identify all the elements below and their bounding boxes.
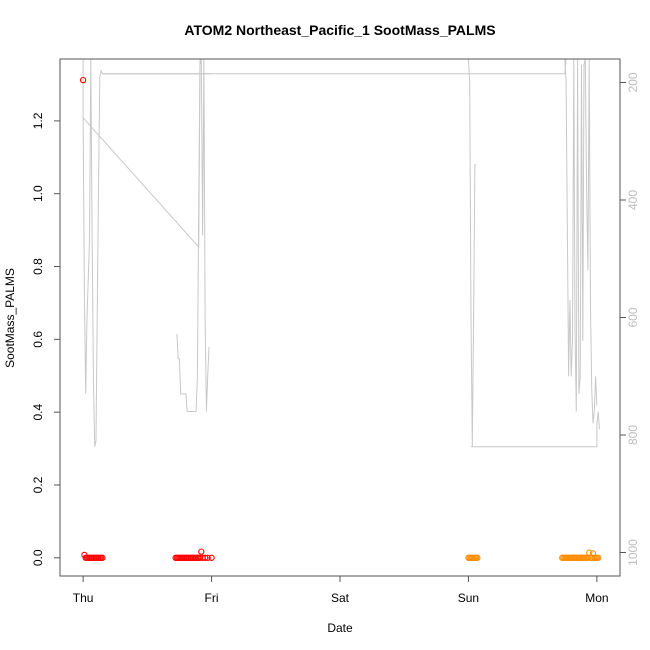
data-point-s0-15 bbox=[99, 554, 106, 561]
data-point-s0-0 bbox=[79, 76, 87, 84]
pressure-line-segment-6 bbox=[564, 58, 598, 424]
y2-tick-label-3: 800 bbox=[626, 425, 640, 445]
data-point-s0-39 bbox=[204, 554, 211, 561]
y2-tick-label-1: 400 bbox=[626, 190, 640, 210]
x-tick-label-1: Fri bbox=[205, 591, 219, 605]
x-axis: Thu Fri Sat Sun Mon bbox=[73, 575, 609, 605]
points-layer bbox=[79, 76, 602, 561]
y-tick-label-4: 0.8 bbox=[31, 258, 45, 275]
y-tick-label-6: 1.2 bbox=[31, 112, 45, 129]
pressure-line-segment-0 bbox=[82, 58, 212, 447]
y-tick-label-0: 0.0 bbox=[31, 549, 45, 566]
data-point-s0-36 bbox=[198, 548, 205, 555]
chart-title: ATOM2 Northeast_Pacific_1 SootMass_PALMS bbox=[184, 22, 495, 38]
y-tick-label-5: 1.0 bbox=[31, 185, 45, 202]
y2-axis: 200 400 600 800 1000 bbox=[619, 72, 640, 566]
y2-tick-label-0: 200 bbox=[626, 72, 640, 92]
x-tick-label-2: Sat bbox=[331, 591, 350, 605]
y-tick-label-3: 0.6 bbox=[31, 331, 45, 348]
pressure-line-layer bbox=[82, 58, 600, 448]
data-point-s0-40 bbox=[208, 554, 215, 561]
y2-tick-label-4: 1000 bbox=[626, 539, 640, 566]
data-point-s1-7 bbox=[474, 554, 481, 561]
data-point-s0-38 bbox=[201, 554, 209, 561]
pressure-line-segment-2 bbox=[176, 58, 201, 412]
y-axis: 0.0 0.2 0.4 0.6 0.8 1.0 1.2 bbox=[31, 112, 61, 566]
pressure-line-segment-5 bbox=[471, 411, 600, 448]
pressure-line-segment-4 bbox=[467, 58, 477, 447]
x-axis-label: Date bbox=[327, 621, 353, 635]
y-tick-label-2: 0.4 bbox=[31, 403, 45, 420]
y-axis-label: SootMass_PALMS bbox=[3, 268, 17, 368]
y2-tick-label-2: 600 bbox=[626, 307, 640, 327]
plot-frame bbox=[59, 58, 621, 577]
x-tick-label-4: Mon bbox=[585, 591, 608, 605]
x-tick-label-3: Sun bbox=[458, 591, 479, 605]
y-tick-label-1: 0.2 bbox=[31, 476, 45, 493]
x-tick-label-0: Thu bbox=[73, 591, 94, 605]
pressure-line-segment-3 bbox=[102, 58, 567, 75]
pressure-line-segment-1 bbox=[82, 58, 210, 412]
data-point-s1-36 bbox=[595, 554, 602, 561]
